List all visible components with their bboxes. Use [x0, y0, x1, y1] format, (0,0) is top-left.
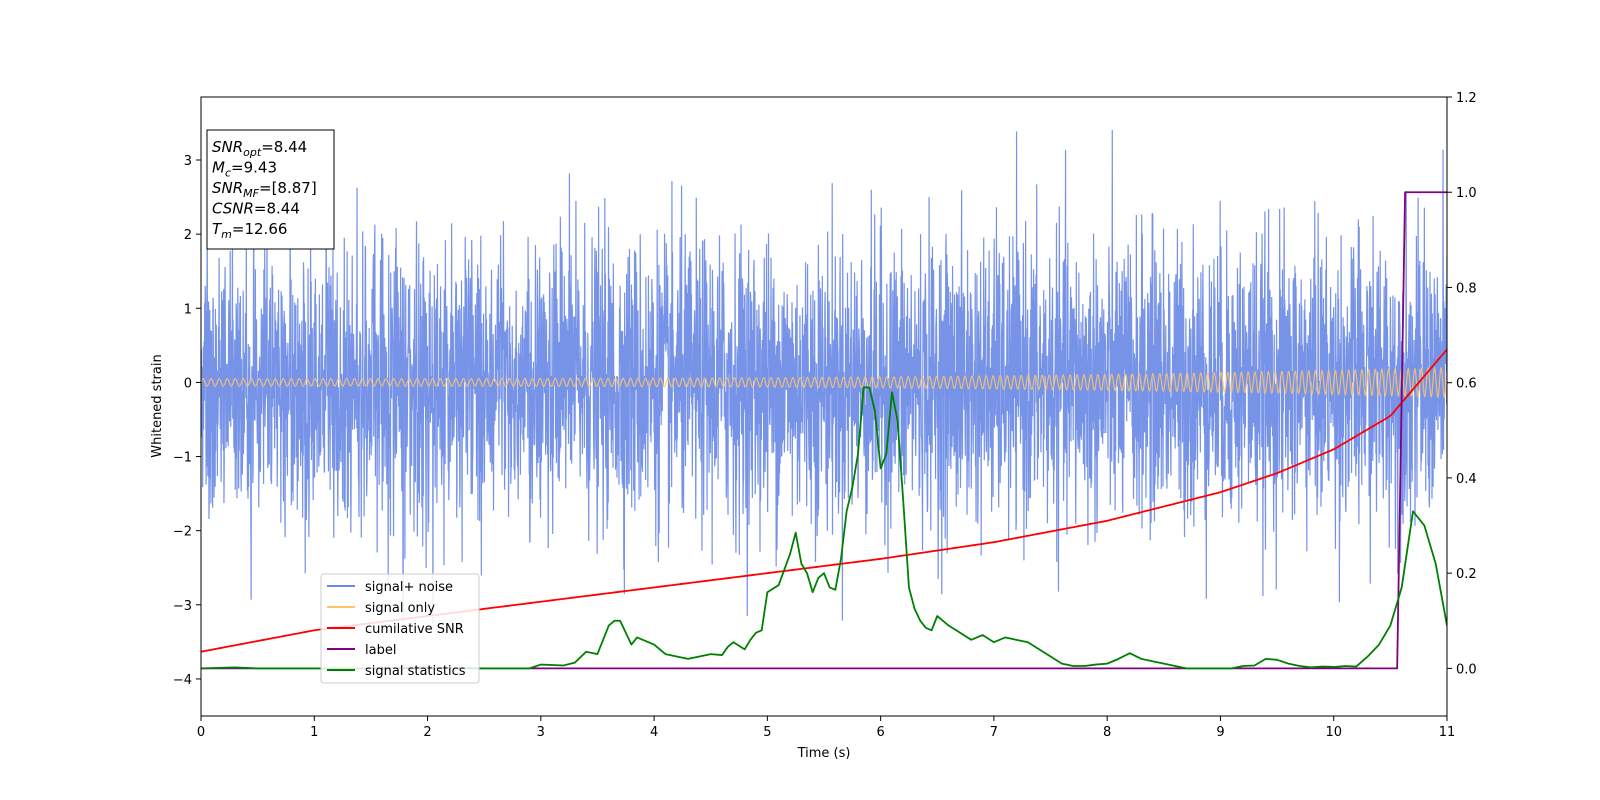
stats-box-frame — [206, 129, 335, 250]
y-tick-label-left: 2 — [184, 228, 192, 243]
legend-item-signal-statistics: signal statistics — [365, 664, 466, 679]
y-tick-label-right: 0.4 — [1456, 472, 1477, 487]
y-tick-label-right: 0.8 — [1456, 281, 1477, 296]
x-tick-label: 4 — [650, 725, 658, 740]
x-tick-label: 11 — [1439, 725, 1456, 740]
legend-item-cumulative-snr: cumilative SNR — [365, 622, 464, 637]
y-tick-label-left: −2 — [173, 525, 192, 540]
x-tick-label: 1 — [310, 725, 318, 740]
x-tick-label: 3 — [537, 725, 545, 740]
x-tick-label: 2 — [423, 725, 431, 740]
series-signal-statistics — [201, 386, 1447, 670]
y-tick-label-right: 1.2 — [1456, 91, 1477, 106]
y-axis-label: Whitened strain — [150, 354, 165, 457]
x-tick-label: 7 — [990, 725, 998, 740]
stats-line: CSNR=8.44 — [212, 200, 300, 218]
y-tick-label-right: 0.0 — [1456, 662, 1477, 677]
y-tick-label-left: −1 — [173, 451, 192, 466]
series-label — [201, 191, 1447, 670]
y-tick-label-left: 3 — [184, 154, 192, 169]
x-tick-label: 5 — [763, 725, 771, 740]
stats-line: SNRopt=8.44 — [212, 138, 307, 159]
y-tick-label-left: 0 — [184, 376, 192, 391]
x-tick-label: 9 — [1216, 725, 1224, 740]
series-signal-noise — [201, 130, 1447, 624]
x-tick-label: 8 — [1103, 725, 1111, 740]
y-axis-right: 0.0 0.2 0.4 0.6 0.8 1.0 1.2 — [1447, 91, 1477, 677]
legend-item-signal-only: signal only — [365, 601, 435, 616]
legend-item-label: label — [365, 643, 396, 658]
x-axis: 0 1 2 3 4 5 6 7 8 9 10 11 — [197, 716, 1455, 740]
stats-line: Mc=9.43 — [212, 159, 277, 180]
legend-item-signal-noise: signal+ noise — [365, 580, 453, 595]
stats-line: Tm=12.66 — [212, 220, 287, 241]
x-tick-label: 6 — [876, 725, 884, 740]
y-tick-label-right: 0.2 — [1456, 567, 1477, 582]
x-tick-label: 0 — [197, 725, 205, 740]
series-signal-only — [201, 366, 1447, 399]
x-tick-label: 10 — [1325, 725, 1342, 740]
plot-frame — [200, 96, 1448, 717]
y-tick-label-right: 0.6 — [1456, 377, 1477, 392]
y-tick-label-left: 1 — [184, 302, 192, 317]
y-tick-label-right: 1.0 — [1456, 186, 1477, 201]
legend: signal+ noise signal only cumilative SNR la… — [320, 573, 480, 684]
legend-frame — [320, 573, 480, 684]
y-tick-label-left: −3 — [173, 599, 192, 614]
stats-line: SNRMF=[8.87] — [212, 179, 317, 200]
x-axis-label: Time (s) — [797, 746, 851, 761]
y-tick-label-left: −4 — [173, 673, 192, 688]
y-axis-left: −4 −3 −2 −1 0 1 2 3 — [173, 154, 201, 688]
